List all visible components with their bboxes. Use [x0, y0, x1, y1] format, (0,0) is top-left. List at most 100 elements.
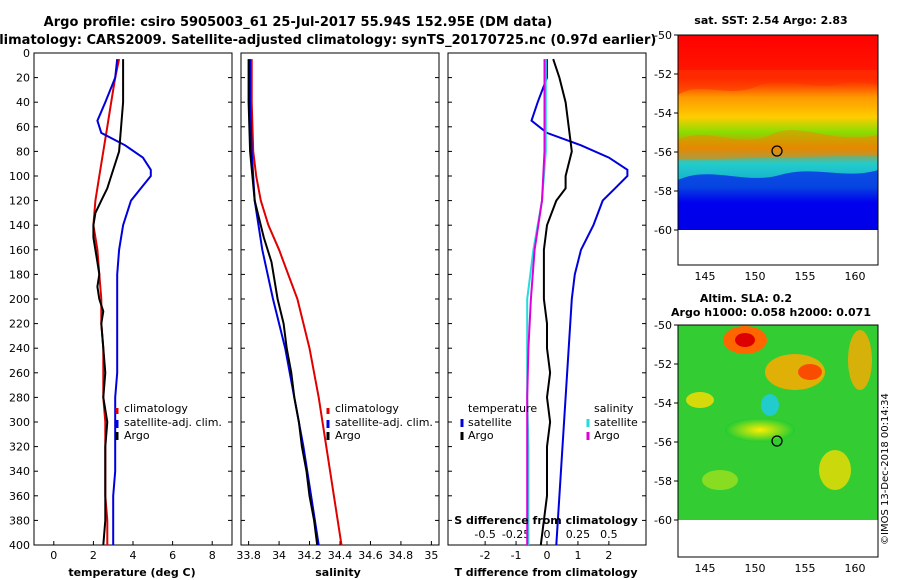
map-lat-tick-label: -54 [654, 107, 672, 120]
depth-tick-label: 80 [16, 145, 30, 158]
series-line-t-argo [539, 58, 573, 546]
sla-map-frame [677, 324, 879, 558]
x-tick-label: -1 [511, 549, 522, 562]
series-line-t-satellite [530, 59, 629, 546]
difference-panel: -2 -1 0 1 2 -0.5 -0.25 0 0.25 0.5 T difference fr… [447, 52, 647, 579]
sst-map: sat. SST: 2.54 Argo: 2.83 145 150 155 160 -5… [654, 14, 879, 283]
x-tick-label: 34 [272, 549, 286, 562]
depth-tick-label: 400 [9, 539, 30, 552]
legend-satellite-label: satellite-adj. clim. [335, 416, 433, 429]
x-tick-label: 0 [544, 549, 551, 562]
sla-high-5 [819, 450, 851, 490]
x-tick-label: 4 [130, 549, 137, 562]
map-lat-tick-label: -54 [654, 397, 672, 410]
temperature-plot-frame [33, 52, 233, 546]
map-lat-tick-label: -60 [654, 224, 672, 237]
depth-tick-label: 100 [9, 170, 30, 183]
sst-front-north [678, 70, 878, 95]
depth-tick-label: 160 [9, 244, 30, 257]
x-tick-label: 34.8 [389, 549, 414, 562]
x-tick-label: 34.4 [328, 549, 353, 562]
map-lon-tick-label: 150 [745, 270, 766, 283]
sst-map-frame [677, 34, 879, 266]
sst-argo-location-marker [771, 145, 783, 157]
series-line-argo [92, 59, 125, 546]
sst-map-ticks: 145 150 155 160 -50 -52 -54 -56 -58 -60 [654, 29, 865, 283]
sla-high-core-1 [735, 333, 755, 347]
map-lat-tick-label: -56 [654, 436, 672, 449]
temperature-axis-ticks: 0204060801001201401601802002202402602803… [9, 47, 232, 562]
difference-axis-ticks: -2 -1 0 1 2 -0.5 -0.25 0 0.25 0.5 [448, 52, 646, 562]
map-lon-tick-label: 160 [845, 562, 866, 575]
series-line-s-satellite [526, 59, 547, 545]
sst-nodata-area [678, 230, 878, 265]
map-lon-tick-label: 150 [745, 562, 766, 575]
map-lon-tick-label: 155 [795, 562, 816, 575]
x-tick-label: 33.8 [236, 549, 261, 562]
map-lat-tick-label: -50 [654, 29, 672, 42]
legend-argo-label: Argo [124, 429, 150, 442]
depth-tick-label: 260 [9, 367, 30, 380]
sla-nodata-area [678, 520, 878, 557]
map-lon-tick-label: 145 [695, 270, 716, 283]
s-difference-tick-label: 0.25 [566, 528, 591, 541]
salinity-xlabel: salinity [315, 566, 361, 579]
x-tick-label: 6 [169, 549, 176, 562]
depth-tick-label: 200 [9, 293, 30, 306]
depth-tick-label: 60 [16, 121, 30, 134]
x-tick-label: 2 [90, 549, 97, 562]
legend-t-satellite-label: satellite [468, 416, 512, 429]
sst-front-mid [678, 130, 878, 160]
legend-satellite-label: satellite-adj. clim. [124, 416, 222, 429]
x-tick-label: 0 [50, 549, 57, 562]
salinity-series [247, 59, 343, 546]
series-line-climatology [250, 59, 343, 546]
sla-map-ticks: 145 150 155 160 -50 -52 -54 -56 -58 -60 [654, 319, 865, 575]
difference-legend: temperature satellite Argo salinity sate… [460, 402, 638, 442]
x-tick-label: 1 [574, 549, 581, 562]
s-difference-tick-label: -0.25 [502, 528, 530, 541]
depth-tick-label: 360 [9, 490, 30, 503]
depth-tick-label: 180 [9, 268, 30, 281]
sla-map-title-2: Argo h1000: 0.058 h2000: 0.071 [671, 306, 871, 319]
legend-t-argo-label: Argo [468, 429, 494, 442]
salinity-axis-ticks: 33.8 34 34.2 34.4 34.6 34.8 35 [236, 52, 439, 562]
depth-tick-label: 140 [9, 219, 30, 232]
difference-xlabel: T difference from climatology [454, 566, 637, 579]
temperature-legend: climatology satellite-adj. clim. Argo [115, 402, 222, 442]
legend-s-satellite-label: satellite [594, 416, 638, 429]
legend-climatology-label: climatology [335, 402, 399, 415]
salinity-legend: climatology satellite-adj. clim. Argo [326, 402, 433, 442]
legend-temperature-title: temperature [468, 402, 537, 415]
map-lon-tick-label: 160 [845, 270, 866, 283]
depth-tick-label: 220 [9, 318, 30, 331]
legend-climatology-label: climatology [124, 402, 188, 415]
legend-salinity-title: salinity [594, 402, 634, 415]
depth-tick-label: 20 [16, 72, 30, 85]
sla-low-1 [761, 394, 779, 416]
x-tick-label: 2 [605, 549, 612, 562]
map-lat-tick-label: -60 [654, 514, 672, 527]
sla-argo-location-marker [771, 435, 783, 447]
legend-argo-label: Argo [335, 429, 361, 442]
x-tick-label: 8 [209, 549, 216, 562]
map-lat-tick-label: -52 [654, 68, 672, 81]
legend-s-argo-label: Argo [594, 429, 620, 442]
depth-tick-label: 40 [16, 96, 30, 109]
map-lat-tick-label: -50 [654, 319, 672, 332]
temperature-panel: 0204060801001201401601802002202402602803… [9, 47, 233, 579]
sla-high-4 [686, 392, 714, 408]
sla-high-3 [848, 330, 872, 390]
title-line-2: Climatology: CARS2009. Satellite-adjuste… [0, 33, 656, 48]
map-lon-tick-label: 155 [795, 270, 816, 283]
depth-tick-label: 300 [9, 416, 30, 429]
depth-tick-label: 280 [9, 391, 30, 404]
x-tick-label: 35 [424, 549, 438, 562]
temperature-series [92, 58, 152, 546]
s-difference-label: S difference from climatology [454, 514, 638, 527]
map-lon-tick-label: 145 [695, 562, 716, 575]
sla-high-2 [765, 354, 825, 390]
sst-cold-water [678, 170, 878, 230]
title-line-1: Argo profile: csiro 5905003_61 25-Jul-20… [44, 15, 553, 30]
